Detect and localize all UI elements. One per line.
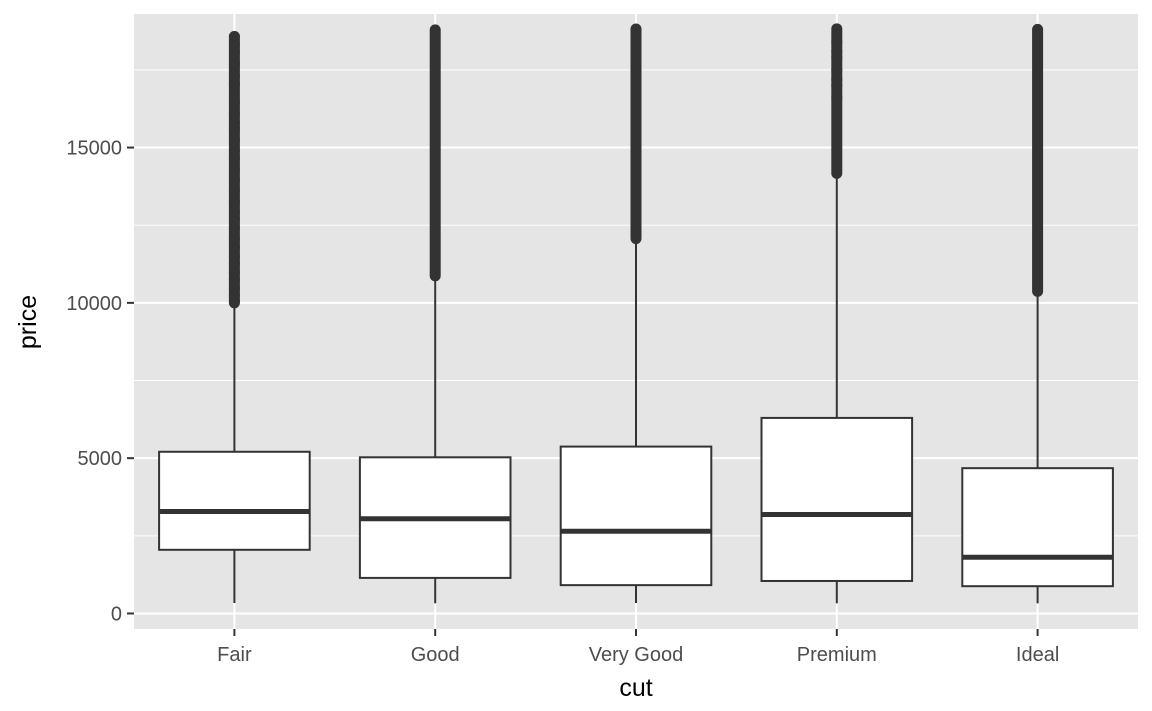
box-group-ideal <box>961 23 1114 604</box>
outlier-point <box>831 36 843 48</box>
outlier-point <box>228 134 240 146</box>
y-axis-title: price <box>14 295 42 349</box>
box-group-fair <box>158 31 311 604</box>
outlier-point <box>228 241 240 253</box>
box-group-good <box>358 24 512 604</box>
x-axis-ticks: Fair Good Very Good Premium Ideal <box>217 629 1059 666</box>
outlier-point <box>228 163 240 175</box>
outlier-point <box>228 213 240 225</box>
outlier-point <box>831 64 843 76</box>
outlier-point <box>831 73 843 85</box>
outlier-point <box>228 222 240 234</box>
outlier-point <box>228 174 240 186</box>
x-tick-label: Fair <box>217 644 252 666</box>
outlier-point <box>228 58 240 70</box>
outlier-point <box>228 185 240 197</box>
outlier-point <box>228 233 240 245</box>
outlier-point <box>228 97 240 109</box>
box-group-premium <box>760 23 914 604</box>
x-tick-label: Premium <box>797 644 877 666</box>
outlier-point <box>228 267 240 279</box>
outlier-point <box>228 205 240 217</box>
outlier-point <box>228 152 240 164</box>
box-iqr <box>559 445 713 587</box>
y-tick-label: 10000 <box>66 293 122 315</box>
box-iqr <box>961 467 1114 588</box>
x-tick-label: Good <box>411 644 460 666</box>
outlier-point <box>228 39 240 51</box>
box-iqr <box>760 416 914 582</box>
y-tick-label: 0 <box>111 603 122 625</box>
outlier-point <box>228 47 240 59</box>
outlier-point <box>228 145 240 157</box>
outlier-point <box>228 78 240 90</box>
box-iqr <box>158 450 311 551</box>
y-tick-label: 15000 <box>66 138 122 160</box>
outlier-point <box>228 282 240 294</box>
box-series <box>158 23 1114 604</box>
x-axis-title: cut <box>619 674 652 702</box>
outlier-point <box>831 45 843 57</box>
outlier-point <box>228 70 240 82</box>
outlier-point <box>228 107 240 119</box>
x-tick-label: Ideal <box>1016 644 1059 666</box>
outlier-point <box>228 117 240 129</box>
outlier-point <box>831 92 843 104</box>
y-axis-ticks: 0 5000 10000 15000 <box>66 138 134 625</box>
outlier-point <box>228 196 240 208</box>
box-group-very-good <box>559 23 713 604</box>
x-tick-label: Very Good <box>589 644 684 666</box>
outlier-point <box>228 250 240 262</box>
y-tick-label: 5000 <box>78 448 123 470</box>
outlier-point <box>228 31 240 43</box>
outlier-point <box>228 258 240 270</box>
